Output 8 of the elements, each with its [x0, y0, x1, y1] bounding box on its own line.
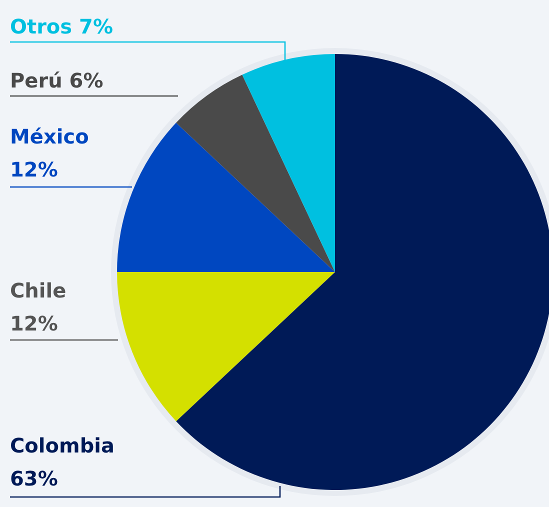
data-label: 63%	[10, 466, 58, 490]
slice-label: Colombia	[10, 433, 115, 458]
data-label: 12%	[10, 311, 58, 336]
slice-label: Perú 6%	[10, 68, 104, 92]
slice-label: Chile	[10, 278, 66, 302]
slice-label: México	[10, 124, 89, 148]
slice-label: Otros 7%	[10, 14, 113, 38]
data-label: 12%	[10, 157, 58, 182]
